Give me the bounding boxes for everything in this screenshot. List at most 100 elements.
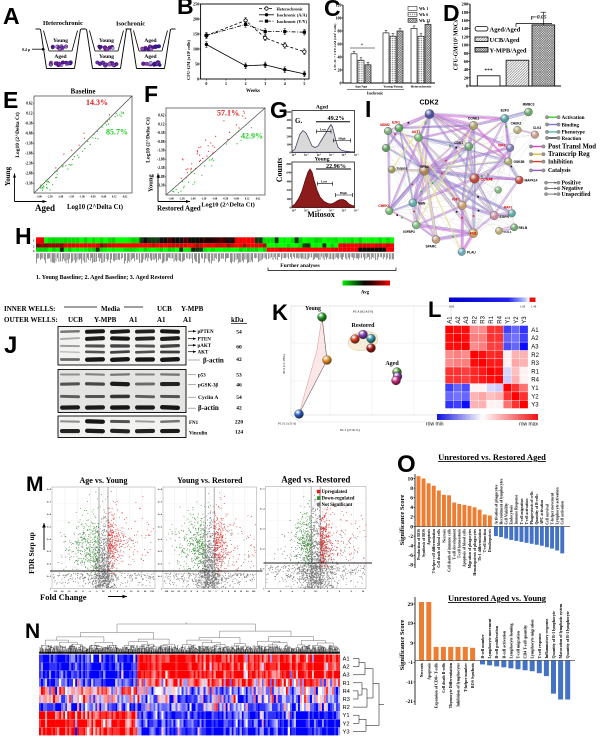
svg-text:6: 6 — [410, 496, 413, 502]
svg-text:T-cell activation: T-cell activation — [525, 498, 529, 525]
svg-text:Necrosis: Necrosis — [419, 663, 424, 678]
svg-text:Migration of phagocytes: Migration of phagocytes — [468, 528, 472, 568]
svg-text:-1.88: -1.88 — [157, 157, 165, 161]
svg-text:Y2: Y2 — [514, 316, 520, 324]
svg-text:1e-7: 1e-7 — [47, 500, 52, 503]
svg-text:Y2: Y2 — [343, 721, 350, 727]
svg-text:300: 300 — [287, 126, 292, 130]
svg-text:1.40: 1.40 — [531, 305, 537, 309]
svg-text:1. Young Baseline; 2. Aged Bas: 1. Young Baseline; 2. Aged Baseline; 3. … — [36, 275, 174, 281]
svg-text:B: B — [177, 0, 194, 19]
svg-text:-3.08: -3.08 — [36, 196, 42, 199]
svg-text:Upregulated: Upregulated — [322, 490, 348, 495]
svg-text:0.62: 0.62 — [26, 102, 32, 106]
svg-text:-4: -4 — [408, 544, 413, 550]
svg-text:IGF1: IGF1 — [452, 198, 460, 202]
svg-text:Unrestored Aged vs. Young: Unrestored Aged vs. Young — [448, 593, 547, 603]
svg-text:Aged/Aged: Aged/Aged — [490, 27, 521, 34]
svg-text:Maturation of lymphatic system: Maturation of lymphatic system — [558, 603, 563, 658]
svg-text:-3.08: -3.08 — [168, 198, 174, 201]
svg-text:Lymphocyte migration: Lymphocyte migration — [530, 619, 535, 659]
svg-text:-1.58: -1.58 — [201, 198, 207, 201]
svg-text:Log10 (2^Delta Ct): Log10 (2^Delta Ct) — [201, 202, 255, 209]
svg-text:Y3: Y3 — [343, 729, 350, 735]
svg-text:p=0.05: p=0.05 — [530, 15, 547, 21]
svg-text:0: 0 — [410, 524, 413, 530]
svg-text:1e-3: 1e-3 — [47, 550, 52, 553]
svg-text:Cell survival: Cell survival — [545, 504, 549, 525]
svg-text:Lymphocyte homing: Lymphocyte homing — [508, 623, 513, 658]
svg-text:R1: R1 — [343, 681, 350, 687]
svg-text:Activation of phagocytes: Activation of phagocytes — [494, 484, 498, 524]
svg-text:Necrosis: Necrosis — [442, 529, 446, 543]
svg-text:14.3%: 14.3% — [86, 98, 108, 107]
svg-text:2: 2 — [245, 81, 247, 86]
svg-text:E2F1: E2F1 — [392, 121, 400, 125]
svg-text:T-cell response: T-cell response — [537, 633, 542, 658]
svg-text:T-helper cell differentiation: T-helper cell differentiation — [432, 528, 436, 573]
svg-text:60: 60 — [338, 42, 342, 47]
svg-text:AKT: AKT — [198, 351, 210, 356]
svg-text:APC activation: APC activation — [540, 499, 544, 525]
svg-text:Y3: Y3 — [522, 316, 528, 324]
svg-text:160: 160 — [462, 18, 470, 23]
svg-text:CD4 T-cell quantity: CD4 T-cell quantity — [523, 625, 528, 659]
svg-text:G: G — [270, 97, 288, 123]
svg-text:A2: A2 — [531, 336, 539, 342]
svg-text:High: High — [338, 137, 345, 141]
svg-text:O: O — [397, 451, 416, 478]
svg-text:-0.88: -0.88 — [157, 140, 165, 144]
svg-text:AKT1: AKT1 — [412, 130, 421, 134]
svg-text:B-cell number: B-cell number — [480, 634, 485, 659]
svg-text:320: 320 — [287, 188, 292, 192]
svg-text:Isochronic: Isochronic — [367, 92, 384, 96]
svg-text:T-helper number: T-helper number — [463, 663, 468, 692]
svg-text:Y1: Y1 — [343, 713, 350, 719]
svg-text:1e-3: 1e-3 — [158, 550, 163, 553]
svg-text:A1: A1 — [531, 328, 539, 334]
svg-text:Log10 (2^Delta Ct): Log10 (2^Delta Ct) — [14, 112, 21, 158]
svg-text:120: 120 — [336, 3, 342, 8]
svg-text:480: 480 — [287, 179, 292, 183]
svg-text:0.4 μ: 0.4 μ — [22, 48, 31, 52]
svg-text:LTC-IC + CFU-GM (x10⁵ Cells): LTC-IC + CFU-GM (x10⁵ Cells) — [333, 24, 337, 70]
svg-text:MMBC3: MMBC3 — [523, 103, 535, 107]
svg-text:1e-7: 1e-7 — [158, 500, 163, 503]
svg-text:500: 500 — [287, 110, 292, 114]
svg-text:150: 150 — [193, 32, 199, 37]
svg-text:-2.08: -2.08 — [58, 196, 64, 199]
svg-text:PC3 (13.51%): PC3 (13.51%) — [278, 422, 296, 426]
svg-text:R1: R1 — [489, 315, 495, 323]
svg-text:R1: R1 — [531, 369, 539, 375]
svg-text:β-actin: β-actin — [198, 404, 219, 412]
svg-text:T-cell homeostasis: T-cell homeostasis — [458, 528, 462, 558]
svg-text:2: 2 — [410, 515, 413, 521]
svg-text:Media: Media — [101, 305, 121, 313]
svg-text:Phenotype: Phenotype — [562, 130, 586, 136]
svg-text:Endocytosis: Endocytosis — [510, 505, 514, 525]
svg-text:MDM2: MDM2 — [380, 123, 390, 127]
svg-text:ROS Synthesis: ROS Synthesis — [470, 663, 475, 689]
svg-text:R2: R2 — [472, 315, 478, 323]
svg-text:4: 4 — [345, 154, 346, 156]
svg-text:R4: R4 — [531, 378, 539, 384]
svg-text:Immune Response: Immune Response — [515, 494, 519, 524]
svg-text:200: 200 — [287, 134, 292, 138]
svg-text:CFU-GM (x10⁵ cells): CFU-GM (x10⁵ cells) — [186, 39, 191, 80]
svg-text:FDR Step up: FDR Step up — [27, 532, 36, 574]
svg-text:A2: A2 — [343, 665, 350, 671]
svg-text:4: 4 — [284, 81, 286, 86]
svg-text:Cell death of blood cells: Cell death of blood cells — [437, 529, 441, 568]
svg-text:Hematopoiesis of phagocytes: Hematopoiesis of phagocytes — [473, 528, 477, 575]
svg-text:-0.58: -0.58 — [223, 198, 229, 201]
svg-text:40: 40 — [338, 55, 342, 60]
svg-text:53: 53 — [236, 373, 242, 379]
svg-text:1e-1: 1e-1 — [260, 568, 265, 571]
svg-text:160: 160 — [287, 197, 292, 201]
svg-text:CLK3: CLK3 — [533, 126, 542, 130]
svg-text:Cell death B-cells: Cell death B-cells — [441, 663, 446, 693]
svg-text:EGFR: EGFR — [500, 215, 510, 219]
svg-text:Further analyses: Further analyses — [280, 263, 319, 269]
svg-text:High: High — [340, 191, 347, 195]
svg-text:200: 200 — [462, 2, 470, 7]
